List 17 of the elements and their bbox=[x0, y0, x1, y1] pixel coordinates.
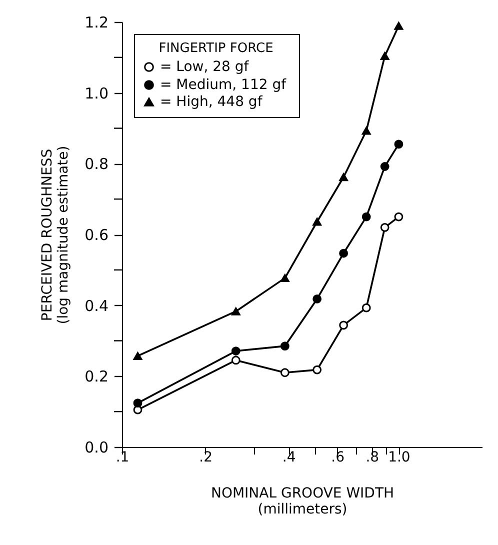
x-tick-label: .2 bbox=[199, 450, 212, 466]
y-tick-label: 0.4 bbox=[84, 296, 108, 315]
y-tick-label: 0.8 bbox=[84, 155, 108, 174]
y-tick-label: 0.0 bbox=[84, 438, 108, 456]
y-tick-label: 0.6 bbox=[84, 226, 108, 244]
x-tick-label: .6 bbox=[331, 450, 345, 466]
legend-label: = Low, 28 gf bbox=[160, 59, 250, 75]
x-tick-label: .4 bbox=[282, 450, 296, 466]
legend-label: = High, 448 gf bbox=[160, 94, 264, 110]
x-tick-label: 1.0 bbox=[388, 450, 410, 466]
y-tick-label: 1.0 bbox=[84, 84, 108, 102]
x-axis-title: NOMINAL GROOVE WIDTH (millimeters) bbox=[210, 486, 394, 518]
legend-label: = Medium, 112 gf bbox=[160, 77, 288, 93]
y-tick-label: 1.2 bbox=[84, 14, 108, 32]
legend-title: FINGERTIP FORCE bbox=[158, 41, 274, 56]
y-axis-title: PERCEIVED ROUGHNESS (log magnitude estimate) bbox=[40, 146, 72, 324]
y-tick-label: 0.2 bbox=[84, 368, 108, 386]
